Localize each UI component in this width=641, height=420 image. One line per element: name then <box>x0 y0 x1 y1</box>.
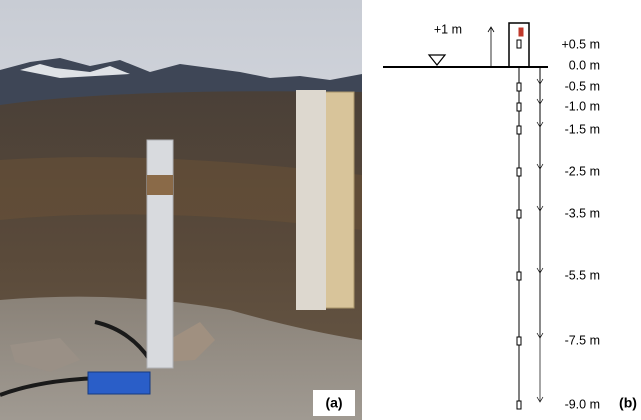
depth-label: -0.5 m <box>565 79 600 93</box>
depth-label: -3.5 m <box>565 206 600 220</box>
surface-symbol <box>427 54 447 66</box>
sensor-air <box>518 27 524 37</box>
blue-case <box>87 371 151 395</box>
sensor <box>516 271 522 281</box>
photo: (a) <box>0 0 362 420</box>
arrow-head <box>536 396 544 403</box>
sensor <box>516 125 522 135</box>
sensor <box>516 39 522 49</box>
snow <box>20 64 130 78</box>
sensor <box>516 167 522 177</box>
depth-label: -5.5 m <box>565 268 600 282</box>
panel-label: (b) <box>619 395 637 411</box>
depth-label: -7.5 m <box>565 333 600 347</box>
arrow-head <box>487 26 495 33</box>
depth-label: -2.5 m <box>565 164 600 178</box>
pole <box>146 139 174 369</box>
label-box <box>313 390 355 416</box>
rock <box>160 322 215 362</box>
depth-label: -9.0 m <box>565 397 600 411</box>
shelter-side <box>296 90 326 310</box>
panel-label: (a) <box>325 395 342 411</box>
depth-label: -1.5 m <box>565 122 600 136</box>
tundra-patch <box>0 157 362 230</box>
sensor <box>516 102 522 112</box>
tape <box>147 175 173 195</box>
diagram <box>383 22 548 410</box>
depth-label: +0.5 m <box>561 37 600 51</box>
rock <box>10 338 80 372</box>
sensor <box>516 336 522 346</box>
sensor <box>516 209 522 219</box>
sensor <box>516 400 522 410</box>
height-label: +1 m <box>434 22 462 36</box>
depth-label: 0.0 m <box>569 58 600 72</box>
cable <box>94 320 152 362</box>
depth-label: -1.0 m <box>565 99 600 113</box>
sensor <box>516 82 522 92</box>
